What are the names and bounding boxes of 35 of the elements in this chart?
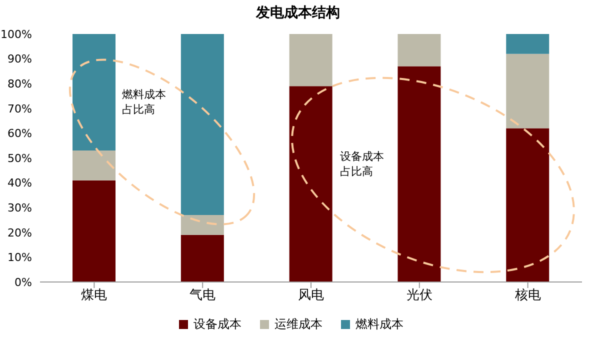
bar: [180, 215, 224, 235]
y-tick-label: 90%: [8, 52, 32, 66]
bar: [72, 180, 116, 282]
annotation: 燃料成本占比高: [122, 88, 166, 116]
y-tick-label: 60%: [8, 127, 32, 140]
y-tick-label: 100%: [0, 28, 32, 41]
bar: [289, 86, 332, 282]
x-tick-label: 煤电: [81, 288, 108, 304]
bar: [289, 34, 332, 86]
x-tick-label: 核电: [514, 288, 541, 304]
legend-label: 运维成本: [274, 316, 322, 333]
bar: [72, 34, 116, 151]
bar: [506, 34, 550, 54]
annotation: 设备成本占比高: [340, 150, 384, 178]
chart-title: 发电成本结构: [254, 4, 341, 22]
y-tick-label: 80%: [8, 78, 32, 91]
bar: [398, 34, 441, 66]
bar: [506, 54, 550, 128]
x-tick-label: 气电: [190, 288, 216, 304]
x-tick-label: 光伏: [406, 288, 432, 304]
y-tick-label: 70%: [8, 102, 32, 116]
bar: [398, 66, 441, 282]
y-tick-label: 10%: [8, 251, 32, 264]
bar: [72, 150, 116, 180]
y-tick-label: 50%: [8, 152, 32, 165]
bar: [180, 234, 224, 282]
x-tick-label: 风电: [298, 288, 324, 304]
y-tick-label: 20%: [8, 226, 32, 240]
y-tick-label: 30%: [8, 202, 32, 215]
legend-label: 燃料成本: [356, 316, 404, 333]
y-tick-label: 0%: [14, 276, 32, 289]
legend-label: 设备成本: [194, 316, 242, 333]
bar: [180, 34, 224, 216]
bar: [506, 128, 550, 282]
y-tick-label: 40%: [8, 176, 32, 190]
